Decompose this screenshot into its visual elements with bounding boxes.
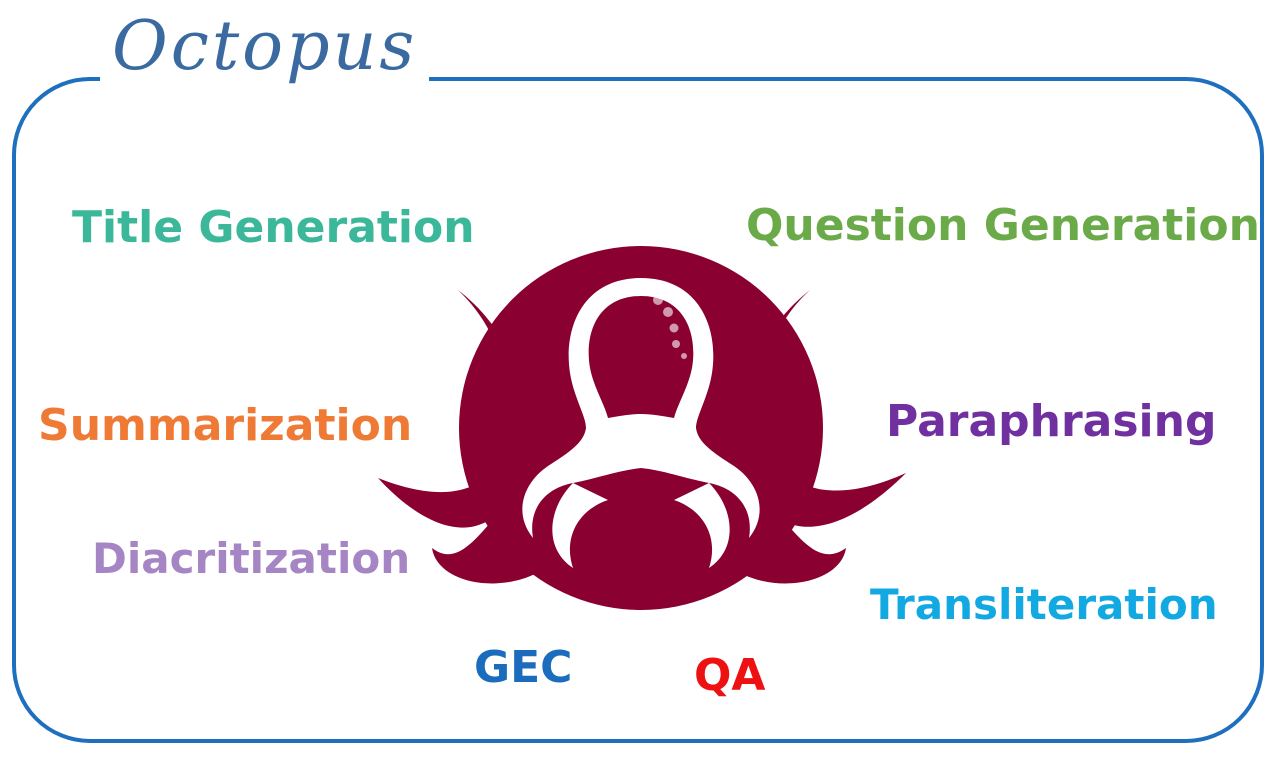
suction-dot [672,340,680,348]
inner-tentacle-right [674,483,730,568]
task-summarization: Summarization [38,400,413,451]
suction-dot [669,323,679,333]
task-diacritization: Diacritization [92,534,411,583]
head-hollow [588,296,694,418]
suction-dot [681,353,687,359]
task-transliteration: Transliteration [870,580,1218,629]
task-gec: GEC [474,642,573,693]
task-qa: QA [694,650,766,701]
inner-tentacle-left [552,483,608,568]
suction-dot [653,295,663,305]
task-title-generation: Title Generation [72,202,475,253]
octopus-icon [378,246,906,610]
suction-dot [663,307,673,317]
task-paraphrasing: Paraphrasing [886,396,1217,447]
task-question-generation: Question Generation [746,200,1260,251]
diagram-title: Octopus [100,6,430,88]
diagram-frame [12,77,1264,743]
